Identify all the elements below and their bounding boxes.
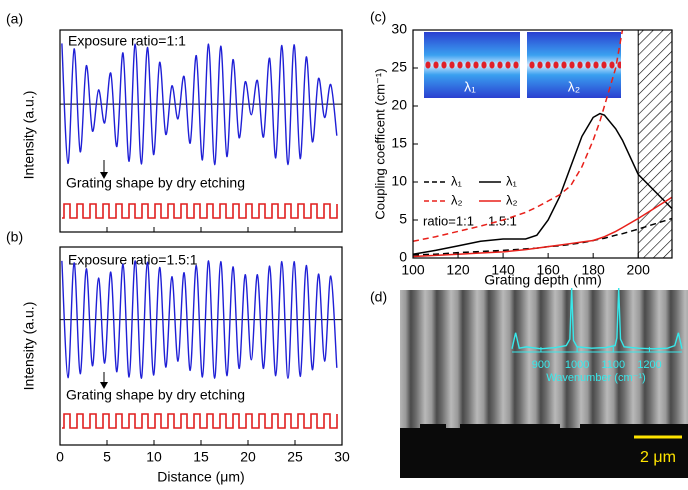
data-line: [412, 112, 673, 255]
x-tick-label: 20: [240, 449, 256, 465]
grating-shape: [62, 203, 338, 219]
hatched-region: [637, 29, 673, 259]
x-tick-label: 1200: [637, 359, 661, 371]
y-tick-label: 30: [391, 21, 407, 37]
x-tick-label: 1000: [565, 359, 589, 371]
y-axis-label: Intensity (a.u.): [21, 91, 37, 180]
y-axis-label: Intensity (a.u.): [21, 302, 37, 391]
inset-images: [424, 32, 621, 98]
x-tick-label: 30: [334, 449, 350, 465]
y-tick-label: 15: [391, 135, 407, 151]
scale-bar-label: 2 μm: [640, 449, 676, 466]
data-line: [61, 260, 338, 380]
x-tick-label: 900: [532, 359, 550, 371]
x-tick-label: 160: [536, 262, 560, 278]
annotation: ratio=1:1: [423, 213, 474, 228]
data-line: [412, 217, 673, 256]
panel-label: (a): [6, 11, 23, 27]
substrate: [400, 424, 688, 478]
x-tick-label: 0: [56, 449, 64, 465]
x-tick-label: 120: [446, 262, 470, 278]
x-tick-label: 10: [146, 449, 162, 465]
x-tick-label: 25: [287, 449, 303, 465]
x-axis-label: Grating depth (nm): [484, 272, 602, 288]
panel-label: (c): [370, 9, 386, 25]
mode-row: [424, 60, 520, 70]
y-tick-label: 0: [399, 249, 407, 265]
y-tick-label: 20: [391, 97, 407, 113]
x-axis-label: Distance (μm): [157, 469, 244, 485]
sem-image: [400, 290, 688, 478]
y-tick-label: 25: [391, 59, 407, 75]
x-tick-label: 100: [401, 262, 425, 278]
x-tick-label: 200: [627, 262, 651, 278]
mode-row: [527, 60, 621, 70]
data-line: [61, 43, 338, 166]
arrow-head: [100, 172, 108, 179]
note: Grating shape by dry etching: [66, 387, 245, 403]
grating-shape: [62, 413, 338, 429]
plot-frame: [59, 29, 343, 233]
panel-label: (d): [370, 289, 387, 305]
legend-label: λ₂: [506, 192, 518, 207]
inset-label: λ₂: [568, 79, 580, 95]
annotation: Exposure ratio=1.5:1: [68, 252, 198, 268]
x-tick-label: 15: [193, 449, 209, 465]
legend-label: λ₂: [451, 192, 463, 207]
x-tick-label: 140: [491, 262, 515, 278]
panel-label: (b): [6, 229, 23, 245]
inset-label: λ₁: [464, 79, 476, 95]
legend-label: λ₁: [451, 173, 463, 188]
arrow-head: [100, 382, 108, 389]
data-line: [412, 196, 673, 258]
x-tick-label: 1100: [601, 359, 625, 371]
y-axis-label: Coupling coefficent (cm⁻¹): [372, 68, 387, 219]
y-tick-label: 10: [391, 173, 407, 189]
x-axis-label: Wavenumber (cm⁻¹): [546, 372, 646, 384]
note: Grating shape by dry etching: [66, 175, 245, 191]
x-tick-label: 5: [103, 449, 111, 465]
y-tick-label: 5: [399, 211, 407, 227]
data-line: [511, 287, 683, 350]
annotation: Exposure ratio=1:1: [68, 33, 186, 49]
x-tick-label: 180: [581, 262, 605, 278]
legend-label: λ₁: [506, 173, 518, 188]
